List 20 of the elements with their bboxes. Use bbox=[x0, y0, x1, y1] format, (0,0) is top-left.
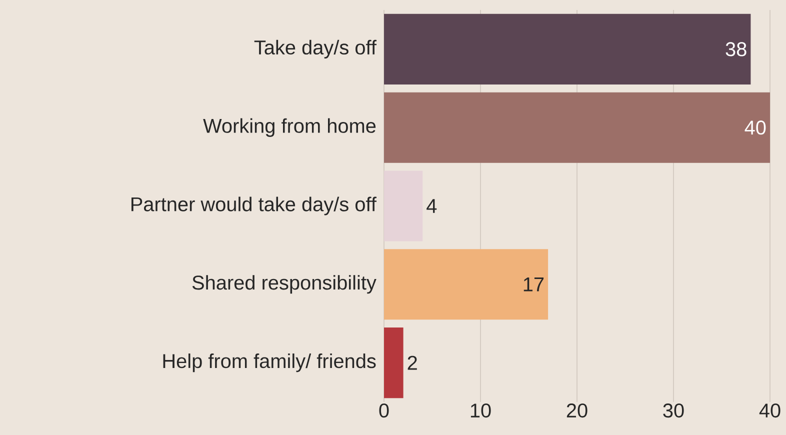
x-tick-label: 30 bbox=[663, 404, 684, 418]
bar bbox=[384, 249, 548, 320]
y-tick-label: Help from family/ friends bbox=[163, 354, 376, 372]
bar bbox=[384, 170, 423, 242]
x-tick-label: 0 bbox=[379, 404, 389, 418]
bar bbox=[384, 328, 404, 398]
x-tick-label: 40 bbox=[759, 404, 780, 418]
y-tick-label: Partner would take day/s off bbox=[132, 196, 376, 216]
bar bbox=[384, 14, 751, 84]
bar bbox=[384, 92, 770, 163]
data-label: 2 bbox=[408, 356, 417, 370]
data-label: 4 bbox=[426, 199, 437, 213]
data-label: 38 bbox=[726, 42, 746, 56]
y-tick-label: Shared responsibility bbox=[192, 275, 376, 294]
y-tick-label: Take day/s off bbox=[254, 40, 377, 58]
data-label: 17 bbox=[524, 278, 544, 292]
x-tick-label: 10 bbox=[470, 404, 491, 418]
y-tick-label: Working from home bbox=[203, 118, 376, 137]
data-label: 40 bbox=[744, 120, 766, 135]
x-tick-label: 20 bbox=[566, 404, 588, 418]
